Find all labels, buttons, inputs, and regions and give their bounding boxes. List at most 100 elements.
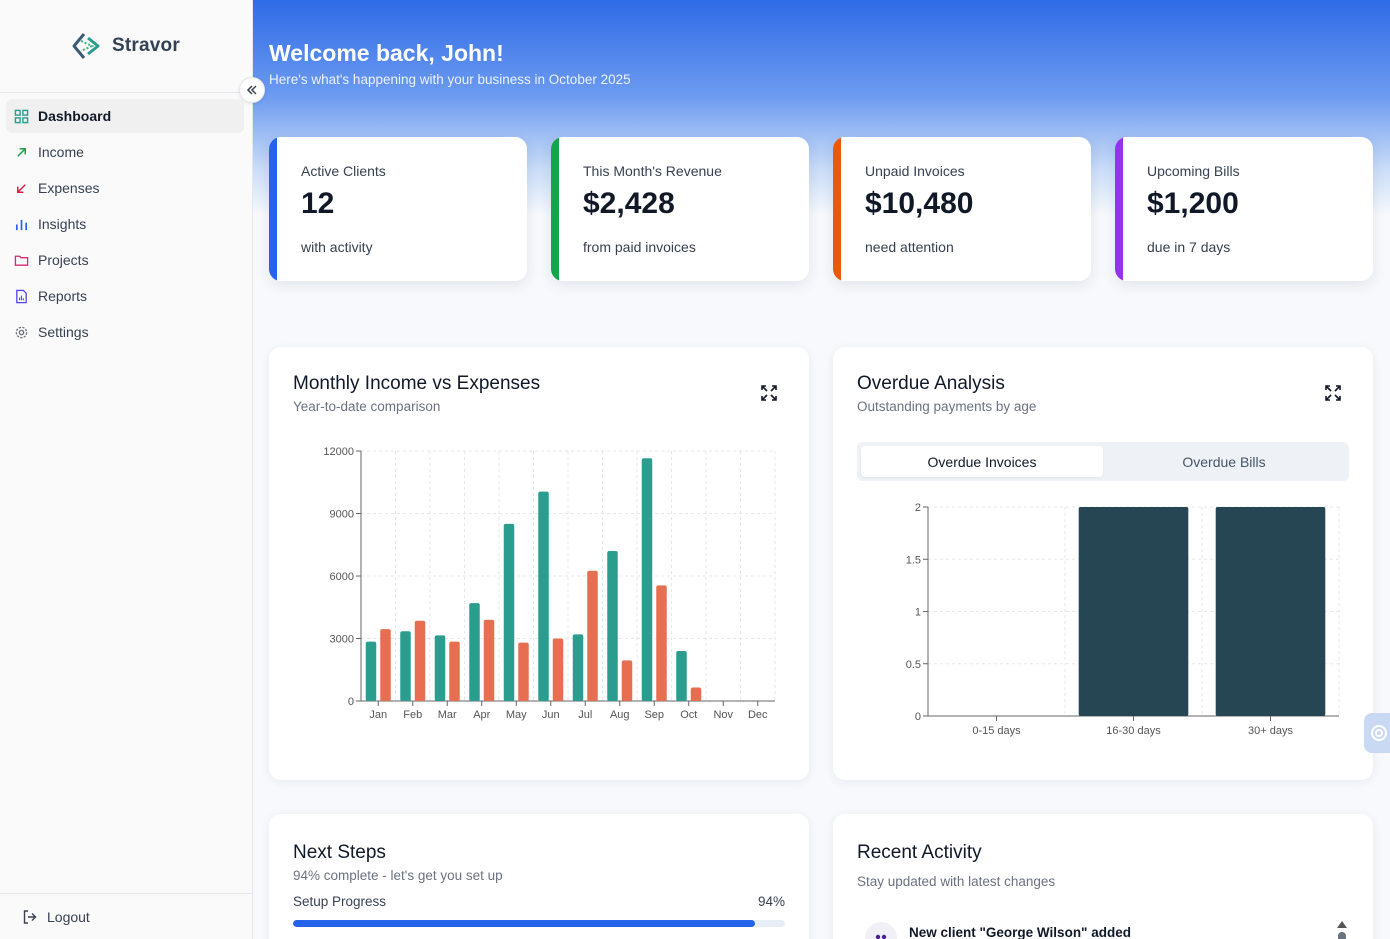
stat-accent-bar [269,137,277,281]
progress-label: Setup Progress [293,894,387,909]
page-title: Welcome back, John! [269,40,504,66]
bar [621,660,633,701]
bar [1215,507,1326,716]
bar [607,551,618,701]
sidebar: Stravor Dashboard Income Expenses Insigh… [0,0,253,939]
overdue-analysis-card: Overdue Analysis Outstanding payments by… [833,347,1373,780]
stat-card-upcoming-bills[interactable]: Upcoming Bills $1,200 due in 7 days [1115,137,1373,281]
sidebar-item-label: Insights [38,216,87,232]
bar [434,635,446,701]
bar-chart-icon [15,219,28,230]
bar [1078,507,1189,716]
activity-item[interactable]: New client "George Wilson" added [909,925,1131,939]
logo[interactable]: Stravor [0,0,252,93]
y-tick-label: 0 [915,711,921,723]
sidebar-item-income[interactable]: Income [6,135,244,169]
setup-progress-bar [293,920,785,927]
card-subtitle: Outstanding payments by age [857,399,1037,414]
stat-value: 12 [301,187,335,220]
gear-icon [15,326,28,338]
help-button[interactable] [1364,713,1390,753]
sidebar-item-settings[interactable]: Settings [6,315,244,349]
x-tick-label: Dec [748,709,768,721]
bar [469,603,480,701]
y-tick-label: 2 [915,502,921,514]
folder-icon [14,255,29,266]
x-tick-label: Mar [438,709,457,721]
sidebar-item-label: Reports [38,288,88,304]
bar [587,570,598,701]
sidebar-item-label: Expenses [38,180,100,196]
card-subtitle: Year-to-date comparison [293,399,441,414]
logout-button[interactable]: Logout [0,893,253,939]
bar [400,631,411,701]
sidebar-item-label: Income [38,144,84,160]
lifebuoy-icon [1371,725,1387,741]
bar [552,638,564,701]
x-tick-label: Nov [713,709,733,721]
recent-activity-card: Recent Activity Stay updated with latest… [833,814,1373,939]
x-tick-label: Jan [369,709,387,721]
stat-label: Active Clients [301,163,386,179]
report-icon [16,289,27,303]
sidebar-item-dashboard[interactable]: Dashboard [6,99,244,133]
stat-card-unpaid-invoices[interactable]: Unpaid Invoices $10,480 need attention [833,137,1091,281]
overdue-tabs: Overdue Invoices Overdue Bills [857,442,1349,481]
sidebar-item-projects[interactable]: Projects [6,243,244,277]
sidebar-item-label: Settings [38,324,89,340]
activity-avatar [865,922,897,939]
stat-card-active-clients[interactable]: Active Clients 12 with activity [269,137,527,281]
x-tick-label: Aug [610,709,630,721]
card-title: Next Steps [293,842,386,863]
income-expenses-card: Monthly Income vs Expenses Year-to-date … [269,347,809,780]
arrow-down-left-icon [17,183,26,193]
card-subtitle: 94% complete - let's get you set up [293,868,503,883]
arrow-up-right-icon [17,147,26,157]
tab-overdue-bills[interactable]: Overdue Bills [1182,453,1266,470]
bar [449,641,460,701]
overdue-chart: 0 0.5 1 1.5 2 0-15 days 16-30 days 30+ days [906,502,1340,737]
logout-label: Logout [47,908,90,925]
stat-label: Upcoming Bills [1147,163,1240,179]
stat-label: This Month's Revenue [583,163,722,179]
sidebar-item-expenses[interactable]: Expenses [6,171,244,205]
bar [483,619,495,701]
tab-overdue-invoices[interactable]: Overdue Invoices [861,446,1103,477]
page-subtitle: Here's what's happening with your busine… [269,72,631,87]
income-expenses-chart: 0 3000 6000 9000 12000 Jan Feb Mar Apr May Jun Jul A… [323,446,776,721]
bar [641,458,653,701]
main-content: Welcome back, John! Here's what's happen… [253,0,1390,939]
bar [690,687,702,701]
stat-value: $10,480 [865,187,974,220]
x-tick-label: Feb [403,709,422,721]
user-icon [875,934,887,939]
bar [380,629,391,701]
card-title: Recent Activity [857,842,982,863]
scrollbar-thumb[interactable] [1338,932,1346,939]
next-steps-card: Next Steps 94% complete - let's get you … [269,814,809,939]
x-tick-label: 16-30 days [1106,725,1161,737]
progress-value: 94% [757,894,785,909]
stat-label: Unpaid Invoices [865,163,965,179]
sidebar-item-label: Dashboard [38,108,112,124]
grid-icon [14,109,29,123]
y-tick-label: 3000 [330,634,354,646]
bar [503,523,515,701]
sidebar-item-insights[interactable]: Insights [6,207,244,241]
sidebar-item-reports[interactable]: Reports [6,279,244,313]
logout-icon [23,909,37,924]
stat-accent-bar [551,137,559,281]
stat-value: $2,428 [583,187,675,220]
expand-icon[interactable] [1324,384,1342,402]
scroll-up-icon[interactable] [1336,919,1348,929]
setup-progress-fill [293,920,756,927]
y-tick-label: 9000 [330,509,354,521]
y-tick-label: 1 [915,607,921,619]
x-tick-label: 0-15 days [972,725,1021,737]
x-tick-label: 30+ days [1248,725,1293,737]
stat-accent-bar [833,137,841,281]
stat-card-revenue[interactable]: This Month's Revenue $2,428 from paid in… [551,137,809,281]
x-tick-label: Apr [473,709,490,721]
collapse-sidebar-button[interactable] [239,77,265,103]
expand-icon[interactable] [760,384,778,402]
